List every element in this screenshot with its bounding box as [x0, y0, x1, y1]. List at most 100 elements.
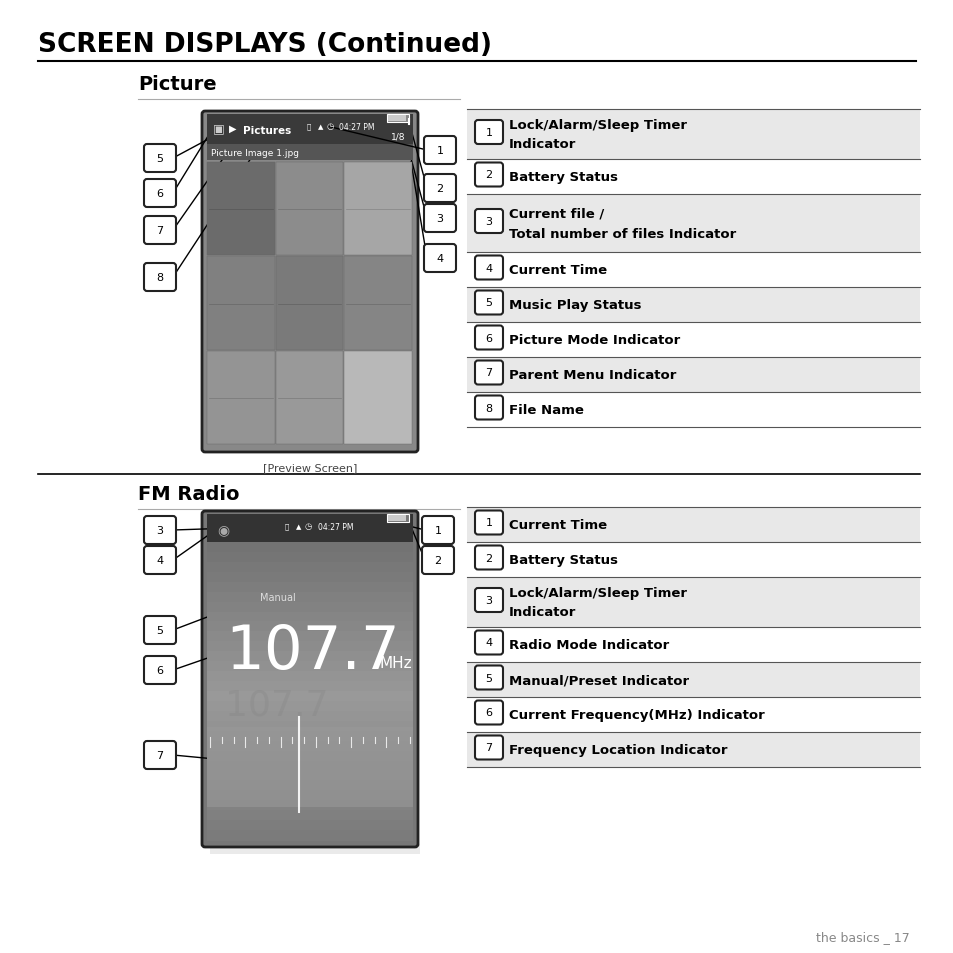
FancyBboxPatch shape — [144, 145, 175, 172]
FancyBboxPatch shape — [475, 588, 502, 613]
Text: Battery Status: Battery Status — [509, 554, 618, 566]
FancyBboxPatch shape — [475, 666, 502, 690]
FancyBboxPatch shape — [202, 512, 417, 847]
FancyBboxPatch shape — [207, 801, 413, 811]
Text: Lock/Alarm/Sleep Timer: Lock/Alarm/Sleep Timer — [509, 118, 686, 132]
FancyBboxPatch shape — [207, 641, 413, 653]
FancyBboxPatch shape — [207, 721, 413, 732]
FancyBboxPatch shape — [475, 736, 502, 760]
FancyBboxPatch shape — [467, 288, 919, 323]
Text: Radio Mode Indicator: Radio Mode Indicator — [509, 639, 669, 651]
FancyBboxPatch shape — [207, 830, 413, 841]
Text: 7: 7 — [485, 742, 492, 753]
Text: 1: 1 — [485, 128, 492, 138]
FancyBboxPatch shape — [207, 740, 413, 752]
Text: Frequency Location Indicator: Frequency Location Indicator — [509, 743, 727, 757]
Text: 7: 7 — [156, 750, 163, 760]
FancyBboxPatch shape — [275, 352, 343, 444]
FancyBboxPatch shape — [144, 657, 175, 684]
FancyBboxPatch shape — [467, 578, 919, 627]
Text: 107.7: 107.7 — [225, 623, 399, 681]
FancyBboxPatch shape — [467, 732, 919, 767]
FancyBboxPatch shape — [423, 245, 456, 273]
FancyBboxPatch shape — [475, 326, 502, 350]
Text: 4: 4 — [156, 556, 163, 565]
FancyBboxPatch shape — [207, 572, 413, 583]
FancyBboxPatch shape — [344, 163, 412, 256]
Text: Picture Image 1.jpg: Picture Image 1.jpg — [211, 149, 298, 157]
FancyBboxPatch shape — [475, 361, 502, 385]
Text: ▲: ▲ — [295, 523, 301, 530]
Text: 6: 6 — [156, 665, 163, 676]
Text: Pictures: Pictures — [243, 126, 291, 136]
FancyBboxPatch shape — [207, 602, 413, 613]
FancyBboxPatch shape — [423, 137, 456, 165]
FancyBboxPatch shape — [207, 781, 413, 792]
FancyBboxPatch shape — [467, 357, 919, 393]
Text: 7: 7 — [485, 368, 492, 378]
FancyBboxPatch shape — [207, 621, 413, 633]
Text: 5: 5 — [156, 625, 163, 636]
Text: 3: 3 — [436, 213, 443, 224]
FancyBboxPatch shape — [207, 632, 413, 642]
Text: Current Time: Current Time — [509, 264, 606, 276]
Text: SCREEN DISPLAYS (Continued): SCREEN DISPLAYS (Continued) — [38, 32, 492, 58]
FancyBboxPatch shape — [421, 546, 454, 575]
FancyBboxPatch shape — [475, 700, 502, 724]
FancyBboxPatch shape — [207, 810, 413, 821]
Text: 2: 2 — [436, 184, 443, 193]
Text: 1: 1 — [485, 518, 492, 528]
Text: 5: 5 — [156, 153, 163, 164]
FancyBboxPatch shape — [210, 844, 419, 854]
FancyBboxPatch shape — [207, 751, 413, 761]
FancyBboxPatch shape — [144, 617, 175, 644]
FancyBboxPatch shape — [207, 681, 413, 692]
Text: ▶: ▶ — [229, 124, 236, 133]
FancyBboxPatch shape — [207, 652, 413, 662]
Text: 8: 8 — [485, 403, 492, 413]
FancyBboxPatch shape — [207, 145, 413, 161]
FancyBboxPatch shape — [144, 216, 175, 245]
FancyBboxPatch shape — [207, 562, 413, 573]
FancyBboxPatch shape — [207, 727, 413, 807]
FancyBboxPatch shape — [207, 612, 413, 623]
Text: FM Radio: FM Radio — [138, 485, 239, 504]
FancyBboxPatch shape — [423, 205, 456, 233]
FancyBboxPatch shape — [207, 691, 413, 702]
FancyBboxPatch shape — [344, 257, 412, 351]
Text: Picture Mode Indicator: Picture Mode Indicator — [509, 334, 679, 347]
FancyBboxPatch shape — [388, 516, 406, 521]
Text: 107.7: 107.7 — [225, 687, 328, 721]
Text: 4: 4 — [485, 263, 492, 274]
FancyBboxPatch shape — [207, 352, 274, 444]
FancyBboxPatch shape — [344, 352, 412, 444]
Text: ◷: ◷ — [327, 122, 334, 132]
Text: 3: 3 — [485, 216, 492, 227]
Text: 1: 1 — [434, 525, 441, 536]
FancyBboxPatch shape — [207, 553, 413, 563]
FancyBboxPatch shape — [144, 741, 175, 769]
FancyBboxPatch shape — [475, 631, 502, 655]
Text: 04:27 PM: 04:27 PM — [317, 522, 354, 531]
FancyBboxPatch shape — [388, 116, 406, 122]
FancyBboxPatch shape — [144, 264, 175, 292]
FancyBboxPatch shape — [475, 163, 502, 188]
Text: 🔒: 🔒 — [285, 523, 289, 530]
Text: ▲: ▲ — [317, 124, 323, 130]
Text: [Preview Screen]: [Preview Screen] — [262, 462, 356, 473]
Text: 2: 2 — [485, 171, 492, 180]
Text: 5: 5 — [485, 298, 492, 308]
Text: Current file /: Current file / — [509, 208, 603, 220]
Text: Picture: Picture — [138, 75, 216, 94]
FancyBboxPatch shape — [207, 163, 274, 256]
FancyBboxPatch shape — [275, 257, 343, 351]
Text: 2: 2 — [434, 556, 441, 565]
Text: 2: 2 — [485, 553, 492, 563]
Text: ◷: ◷ — [305, 522, 312, 531]
Text: 1: 1 — [436, 146, 443, 156]
Text: Battery Status: Battery Status — [509, 171, 618, 184]
Text: 4: 4 — [436, 253, 443, 264]
Text: 5: 5 — [485, 673, 492, 682]
FancyBboxPatch shape — [387, 515, 409, 522]
FancyBboxPatch shape — [144, 546, 175, 575]
